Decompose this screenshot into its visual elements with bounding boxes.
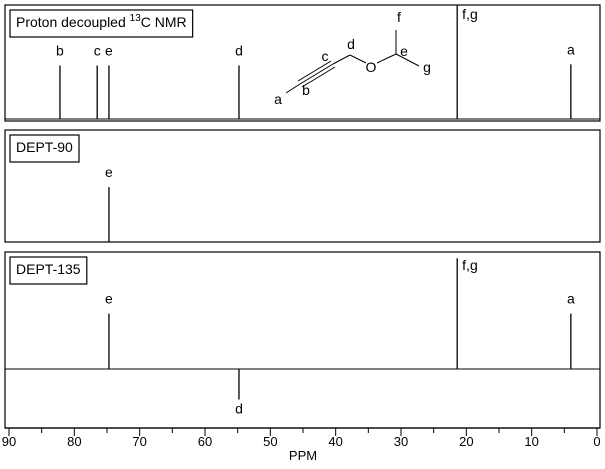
- x-axis-label: PPM: [289, 448, 317, 463]
- x-tick-label: 50: [263, 434, 277, 449]
- atom-label: f: [397, 9, 401, 25]
- panel-label: Proton decoupled 13C NMR: [16, 13, 187, 30]
- x-tick-label: 0: [593, 434, 600, 449]
- structure-bonds: [285, 30, 420, 94]
- oxygen-label: O: [366, 59, 377, 75]
- peak-label: f,g: [462, 6, 478, 22]
- panel-label-part: DEPT-135: [16, 261, 81, 277]
- x-tick-label: 20: [459, 434, 473, 449]
- peak-label: a: [567, 291, 575, 307]
- peak-label: c: [94, 42, 101, 58]
- x-tick-label: 60: [198, 434, 212, 449]
- panel-label-part: C NMR: [141, 14, 187, 30]
- peak-label: d: [235, 42, 243, 58]
- panel-frame: [4, 129, 601, 243]
- atom-label: a: [274, 91, 282, 107]
- panel-label-box: [9, 256, 88, 285]
- x-tick-label: 80: [67, 434, 81, 449]
- atom-label: b: [302, 82, 310, 98]
- x-tick-label: 10: [524, 434, 538, 449]
- panel-frame: [4, 251, 601, 429]
- panel-label-part: Proton decoupled: [16, 14, 130, 30]
- peak-label: e: [105, 164, 113, 180]
- x-tick-label: 90: [2, 434, 16, 449]
- panel-label-box: [9, 9, 194, 38]
- atom-label: d: [347, 36, 355, 52]
- x-tick-label: 40: [328, 434, 342, 449]
- peak-label: f,g: [462, 257, 478, 273]
- peak-label: b: [56, 42, 64, 58]
- panel-label: DEPT-135: [16, 261, 81, 277]
- atom-label: c: [322, 48, 329, 64]
- x-tick-label: 30: [394, 434, 408, 449]
- panel-frame: [4, 4, 601, 122]
- peak-label: a: [567, 41, 575, 57]
- panel-label-part: DEPT-90: [16, 139, 73, 155]
- x-tick-label: 70: [132, 434, 146, 449]
- panel-label-part: 13: [130, 13, 142, 24]
- peak-label: e: [105, 42, 113, 58]
- panel-label-box: [9, 134, 80, 163]
- panel-label: DEPT-90: [16, 139, 73, 155]
- peak-label: e: [105, 291, 113, 307]
- atom-label: g: [423, 59, 431, 75]
- peak-label: d: [235, 401, 243, 417]
- atom-label: e: [400, 43, 408, 59]
